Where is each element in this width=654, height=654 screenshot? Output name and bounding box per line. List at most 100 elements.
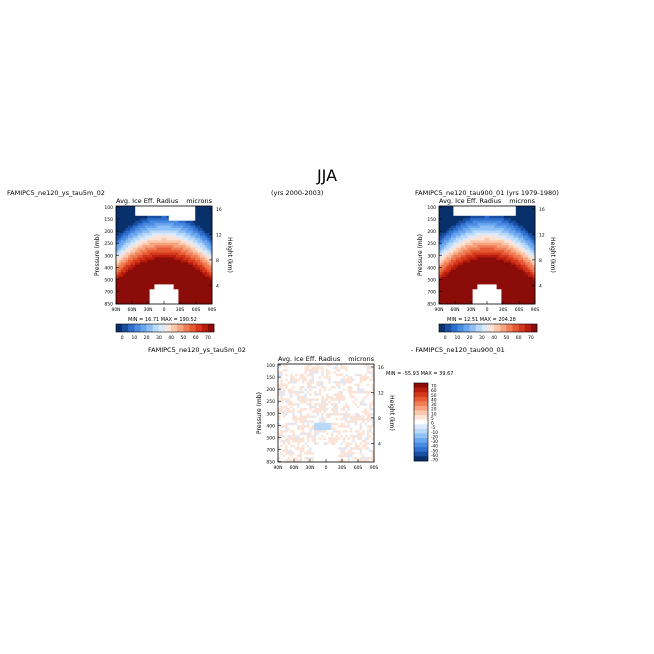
heatmap-cell — [294, 413, 298, 416]
heatmap-cell — [491, 284, 495, 288]
heatmap-cell — [149, 237, 153, 241]
heatmap-cell — [178, 237, 182, 241]
heatmap-cell — [180, 296, 184, 300]
heatmap-cell — [137, 264, 141, 268]
heatmap-cell — [278, 437, 281, 441]
heatmap-cell — [292, 383, 296, 387]
heatmap-cell — [323, 430, 327, 433]
heatmap-cell — [180, 210, 184, 214]
heatmap-cell — [513, 299, 517, 302]
heatmap-cell — [455, 277, 459, 280]
heatmap-cell — [515, 240, 519, 244]
heatmap-cell — [285, 444, 288, 448]
heatmap-cell — [508, 274, 512, 278]
heatmap-cell — [484, 262, 488, 266]
heatmap-cell — [475, 257, 478, 261]
y-tick-label: 700 — [104, 289, 113, 295]
heatmap-cell — [137, 237, 141, 241]
heatmap-cell — [366, 425, 370, 429]
heatmap-cell — [506, 279, 509, 283]
heatmap-cell — [132, 259, 136, 263]
heatmap-cell — [311, 393, 315, 397]
heatmap-cell — [371, 383, 375, 387]
heatmap-cell — [458, 213, 461, 217]
heatmap-cell — [185, 235, 189, 239]
heatmap-cell — [297, 393, 300, 397]
heatmap-cell — [369, 378, 372, 382]
heatmap-cell — [335, 364, 339, 367]
heatmap-cell — [369, 415, 372, 419]
heatmap-cell — [159, 225, 162, 229]
x-tick-label: 90N — [434, 307, 443, 313]
heatmap-cell — [501, 277, 505, 280]
heatmap-cell — [130, 272, 134, 275]
heatmap-cell — [530, 269, 533, 273]
heatmap-cell — [188, 237, 191, 241]
heatmap-cell — [513, 279, 517, 283]
heatmap-cell — [287, 415, 291, 419]
heatmap-cell — [371, 413, 375, 416]
heatmap-cell — [439, 269, 442, 273]
heatmap-cell — [439, 215, 442, 219]
heatmap-cell — [328, 366, 332, 370]
x-tick-label: 60N — [127, 307, 136, 313]
heatmap-cell — [128, 247, 131, 251]
heatmap-cell — [297, 386, 300, 389]
heatmap-cell — [316, 400, 320, 404]
heatmap-cell — [200, 228, 203, 231]
heatmap-cell — [477, 235, 481, 239]
heatmap-cell — [183, 235, 186, 239]
heatmap-cell — [135, 230, 138, 234]
heatmap-cell — [460, 213, 464, 217]
heatmap-cell — [287, 366, 291, 370]
heatmap-cell — [290, 386, 293, 389]
heatmap-cell — [354, 373, 358, 377]
heatmap-cell — [190, 274, 194, 278]
heatmap-cell — [467, 286, 471, 290]
heatmap-cell — [342, 390, 346, 394]
heatmap-cell — [357, 373, 360, 377]
heatmap-cell — [144, 240, 148, 244]
heatmap-cell — [503, 220, 507, 224]
heatmap-cell — [443, 228, 447, 231]
colorbar-swatch — [122, 324, 129, 332]
heatmap-cell — [354, 390, 358, 394]
heatmap-cell — [335, 405, 339, 409]
y-tick-label: 250 — [427, 241, 436, 247]
heatmap-cell — [359, 403, 363, 407]
heatmap-cell — [520, 208, 524, 212]
heatmap-cell — [304, 400, 308, 404]
heatmap-cell — [125, 210, 129, 214]
heatmap-cell — [359, 381, 363, 384]
heatmap-cell — [321, 366, 324, 370]
heatmap-cell — [132, 237, 136, 241]
heatmap-cell — [173, 225, 177, 229]
heatmap-cell — [147, 291, 150, 295]
heatmap-cell — [154, 281, 158, 285]
heatmap-cell — [128, 230, 131, 234]
heatmap-cell — [347, 422, 351, 426]
heatmap-cell — [164, 299, 167, 302]
heatmap-cell — [197, 296, 201, 300]
heatmap-cell — [142, 245, 146, 249]
heatmap-cell — [200, 264, 203, 268]
heatmap-cell — [453, 210, 457, 214]
heatmap-cell — [503, 301, 507, 305]
heatmap-cell — [455, 210, 459, 214]
heatmap-cell — [171, 272, 174, 275]
heatmap-cell — [463, 296, 466, 300]
heatmap-cell — [190, 225, 194, 229]
heatmap-cell — [188, 255, 191, 258]
heatmap-cell — [347, 439, 351, 443]
heatmap-cell — [345, 393, 348, 397]
heatmap-cell — [467, 262, 471, 266]
heatmap-cell — [527, 252, 531, 256]
heatmap-cell — [527, 220, 531, 224]
heatmap-cell — [323, 410, 327, 414]
heatmap-cell — [333, 435, 336, 438]
heatmap-cell — [195, 291, 198, 295]
heatmap-cell — [366, 366, 370, 370]
heatmap-cell — [120, 279, 124, 283]
heatmap-cell — [455, 259, 459, 263]
heatmap-cell — [350, 395, 353, 399]
